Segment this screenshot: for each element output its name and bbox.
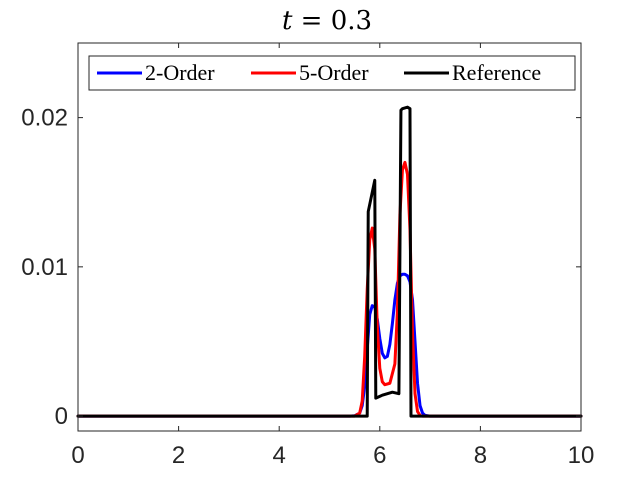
y-tick-label: 0.01 [21, 254, 68, 281]
y-axis: 0 0.01 0.02 [21, 105, 581, 430]
series-layer [76, 105, 583, 418]
legend-entry-2-order: 2-Order [145, 60, 215, 85]
plot-area [78, 43, 581, 431]
x-tick-label: 4 [273, 442, 286, 469]
x-tick-label: 8 [474, 442, 487, 469]
series-line-reference [76, 105, 583, 418]
x-tick-label: 0 [71, 442, 84, 469]
x-axis: 0 2 4 6 8 10 [71, 43, 594, 469]
y-tick-label: 0.02 [21, 105, 68, 132]
chart-title-value: = 0.3 [292, 6, 372, 36]
x-tick-label: 2 [172, 442, 185, 469]
series-line-5-order [76, 160, 583, 418]
legend-entry-reference: Reference [452, 60, 541, 85]
legend-entry-5-order: 5-Order [299, 60, 369, 85]
series-line-2-order [76, 272, 583, 418]
x-tick-label: 6 [373, 442, 386, 469]
axes-box [77, 42, 582, 432]
chart-title-variable: t [282, 6, 293, 36]
y-tick-label: 0 [55, 403, 68, 430]
legend-box [88, 55, 576, 91]
chart-title: t = 0.3 [282, 6, 372, 36]
legend: 2-Order 5-Order Reference [88, 55, 576, 91]
x-tick-label: 10 [568, 442, 595, 469]
